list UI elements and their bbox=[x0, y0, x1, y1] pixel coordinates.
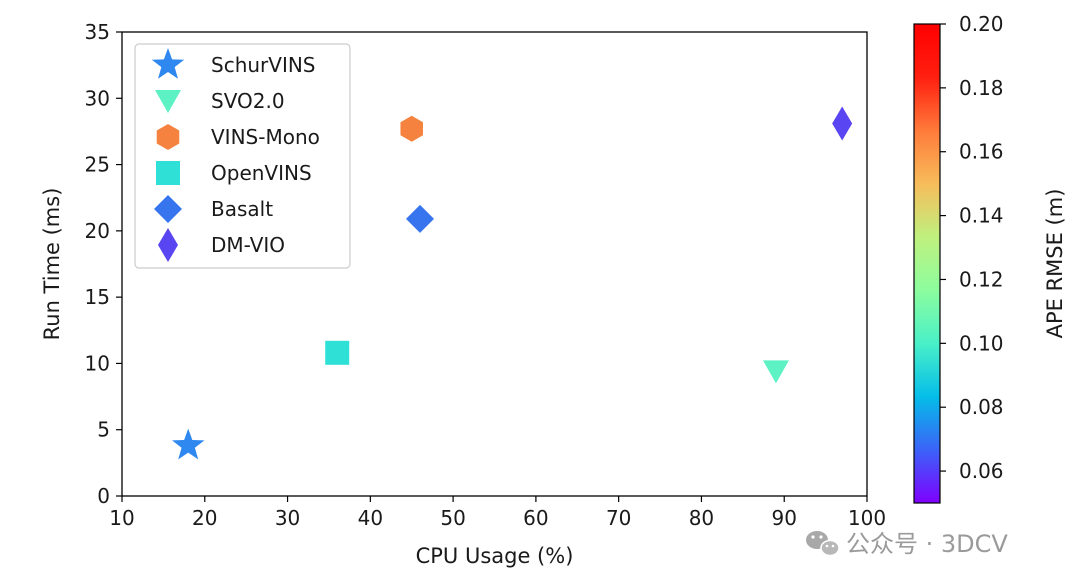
legend-box bbox=[134, 43, 351, 269]
legend-label-openvins: OpenVINS bbox=[211, 161, 312, 185]
x-tick-label: 10 bbox=[109, 506, 134, 530]
colorbar-tick-label: 0.20 bbox=[959, 12, 1004, 36]
colorbar-tick-label: 0.14 bbox=[959, 204, 1004, 228]
legend-label-vins-mono: VINS-Mono bbox=[211, 125, 320, 149]
y-tick-label: 25 bbox=[85, 153, 110, 177]
colorbar-tick-label: 0.12 bbox=[959, 267, 1004, 291]
x-tick-label: 50 bbox=[440, 506, 465, 530]
x-tick-label: 40 bbox=[358, 506, 383, 530]
y-tick-label: 30 bbox=[85, 86, 110, 110]
legend: SchurVINS SVO2.0 VINS-Mono OpenVINS Basalt DM… bbox=[134, 43, 351, 269]
x-axis-label: CPU Usage (%) bbox=[416, 544, 574, 568]
y-tick-label: 20 bbox=[85, 219, 110, 243]
legend-marker-svo2-0 bbox=[155, 90, 181, 113]
colorbar-tick-label: 0.18 bbox=[959, 76, 1004, 100]
x-tick-label: 90 bbox=[771, 506, 796, 530]
point-svo2-0 bbox=[762, 360, 789, 384]
legend-label-basalt: Basalt bbox=[211, 197, 273, 221]
x-tick-label: 20 bbox=[192, 506, 217, 530]
colorbar-tick-label: 0.08 bbox=[959, 395, 1004, 419]
colorbar-tick-label: 0.16 bbox=[959, 140, 1004, 164]
plot-area: 10 20 30 40 50 60 70 80 90 100 0 5 10 15 20 25 30 35 CPU U… bbox=[40, 20, 886, 568]
plot-frame bbox=[121, 31, 868, 497]
y-tick-label: 15 bbox=[85, 285, 110, 309]
colorbar-label: APE RMSE (m) bbox=[1043, 189, 1067, 339]
y-tick-label: 5 bbox=[97, 418, 110, 442]
legend-marker-schurvins bbox=[151, 48, 185, 79]
watermark-text: 公众号 · 3DCV bbox=[846, 530, 1008, 558]
x-tick-label: 60 bbox=[523, 506, 548, 530]
point-openvins bbox=[325, 340, 350, 365]
watermark: 公众号 · 3DCV bbox=[806, 530, 1008, 558]
point-vins-mono bbox=[400, 115, 423, 142]
point-dm-vio bbox=[832, 106, 853, 141]
legend-marker-vins-mono bbox=[156, 124, 180, 150]
x-tick-label: 70 bbox=[606, 506, 631, 530]
point-basalt bbox=[406, 204, 434, 233]
legend-marker-dm-vio bbox=[158, 228, 178, 262]
y-tick-label: 10 bbox=[85, 351, 110, 375]
y-tick-label: 35 bbox=[85, 20, 110, 44]
legend-label-dm-vio: DM-VIO bbox=[211, 233, 285, 257]
colorbar-gradient bbox=[913, 23, 941, 504]
legend-marker-openvins bbox=[156, 161, 180, 185]
x-tick-label: 30 bbox=[275, 506, 300, 530]
x-tick-label: 80 bbox=[689, 506, 714, 530]
legend-label-schurvins: SchurVINS bbox=[211, 53, 316, 77]
colorbar-tick-label: 0.06 bbox=[959, 459, 1004, 483]
colorbar-tick-label: 0.10 bbox=[959, 331, 1004, 355]
legend-label-svo2-0: SVO2.0 bbox=[211, 89, 285, 113]
legend-marker-basalt bbox=[154, 195, 182, 223]
y-axis-label: Run Time (ms) bbox=[40, 188, 64, 341]
y-tick-label: 0 bbox=[97, 484, 110, 508]
wechat-icon bbox=[806, 531, 840, 557]
point-schurvins bbox=[172, 428, 205, 460]
colorbar: 0.06 0.08 0.10 0.12 0.14 0.16 0.18 0.20 APE RMSE… bbox=[913, 12, 1067, 504]
x-tick-label: 100 bbox=[848, 506, 886, 530]
